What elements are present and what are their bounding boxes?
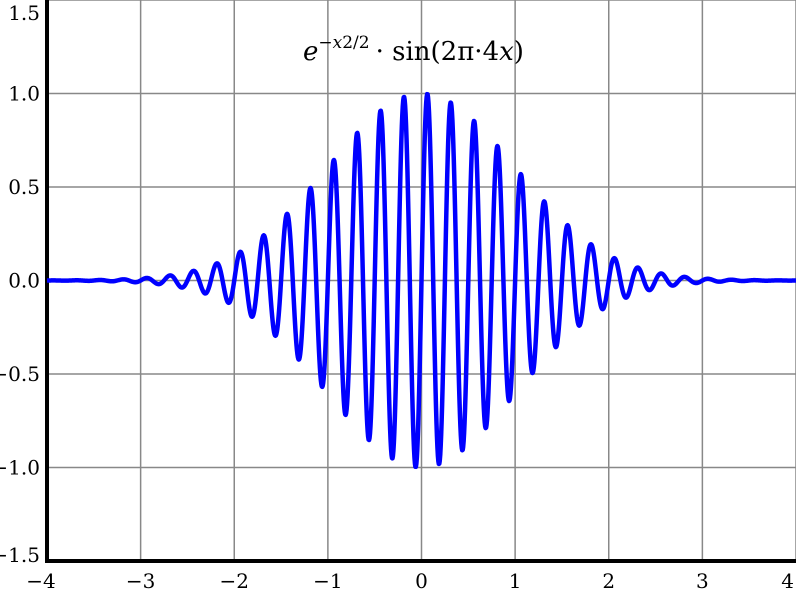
title-rest-suffix: )	[514, 37, 524, 67]
title-exponent-var: x	[333, 33, 343, 53]
x-tick-label: 3	[696, 569, 709, 593]
y-tick-label: 1.5	[8, 1, 40, 25]
title-rest-var: x	[499, 37, 514, 67]
x-tick-label: 2	[602, 569, 615, 593]
x-tick-labels: −4 −3 −2 −1 0 1 2 3 4	[26, 569, 794, 593]
y-tick-label: 0.5	[8, 175, 40, 199]
x-tick-label: −1	[313, 569, 342, 593]
x-tick-label: −4	[26, 569, 55, 593]
y-tick-label: −0.5	[0, 362, 40, 386]
title-base: e	[303, 37, 318, 67]
x-tick-label: −3	[126, 569, 155, 593]
y-tick-label: 0.0	[8, 269, 40, 293]
plot-frame	[45, 0, 796, 563]
y-tick-label: −1.0	[0, 456, 40, 480]
series-line-wave-packet	[45, 91, 796, 470]
x-tick-label: −2	[220, 569, 249, 593]
y-tick-label: 1.0	[8, 82, 40, 106]
x-tick-label: 4	[781, 569, 794, 593]
y-tick-label: −1.5	[0, 543, 40, 567]
title-exponent-minus: −	[318, 33, 332, 53]
x-tick-label: 1	[509, 569, 522, 593]
title-rest-prefix: · sin(2π·4	[376, 37, 500, 67]
chart-title: e−x2/2 · sin(2π·4x)	[303, 33, 524, 67]
y-tick-labels: −1.5 −1.0 −0.5 0.0 0.5 1.0 1.5	[0, 1, 40, 567]
x-tick-label: 0	[415, 569, 428, 593]
title-exponent-rest: 2/2	[342, 33, 369, 53]
